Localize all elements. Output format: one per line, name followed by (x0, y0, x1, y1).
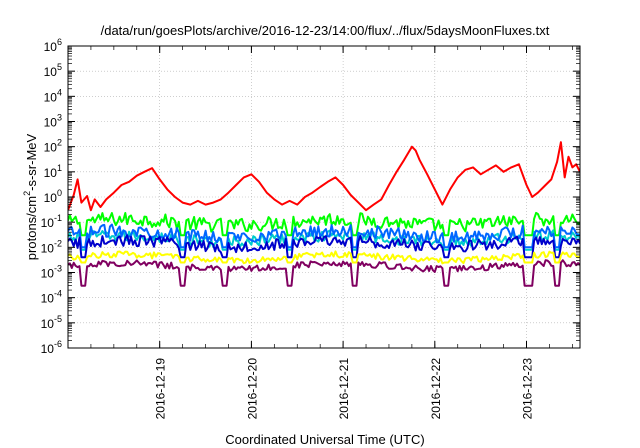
y-axis-label-rest: -s-sr-MeV (24, 133, 39, 190)
y-tick-label: 10-4 (41, 289, 62, 306)
series-line (68, 250, 580, 265)
y-axis-label-base: protons/cm (24, 196, 39, 260)
y-tick-label: 103 (44, 113, 62, 130)
series-layer (68, 141, 580, 287)
x-tick-label: 2016-12-21 (337, 358, 351, 420)
y-axis-label: protons/cm2-s-sr-MeV (22, 133, 39, 260)
y-tick-label: 102 (44, 138, 62, 155)
y-tick-label: 10-5 (41, 314, 62, 331)
y-tick-labels: 10-6 10-5 10-4 10-3 10-2 10-1 100 101 102 103 104 1… (41, 37, 62, 356)
y-tick-label: 10-6 (41, 339, 62, 356)
series-line (68, 141, 580, 212)
y-tick-label: 105 (44, 62, 62, 79)
axis-ticks (68, 45, 580, 349)
chart-grid (68, 46, 580, 348)
x-tick-label: 2016-12-23 (521, 358, 535, 420)
x-tick-label: 2016-12-19 (154, 358, 168, 420)
plot-frame (67, 45, 581, 349)
series-line (68, 211, 580, 237)
y-tick-label: 101 (44, 163, 62, 180)
x-tick-label: 2016-12-22 (429, 358, 443, 420)
x-tick-label: 2016-12-20 (245, 358, 259, 420)
y-tick-label: 10-3 (41, 264, 62, 281)
y-tick-label: 10-1 (41, 213, 62, 230)
y-axis-label-sup: 2 (22, 191, 32, 196)
y-tick-label: 106 (44, 37, 62, 54)
series-line (68, 229, 580, 251)
series-line (68, 223, 580, 249)
x-tick-labels: 2016-12-19 2016-12-20 2016-12-21 2016-12-22… (154, 358, 535, 420)
series-line (68, 259, 580, 287)
y-tick-label: 100 (44, 188, 62, 205)
x-axis-label: Coordinated Universal Time (UTC) (225, 432, 424, 447)
y-tick-label: 104 (44, 87, 62, 104)
series-line (68, 234, 580, 259)
y-tick-label: 10-2 (41, 238, 62, 255)
chart-title: /data/run/goesPlots/archive/2016-12-23/1… (101, 23, 550, 38)
